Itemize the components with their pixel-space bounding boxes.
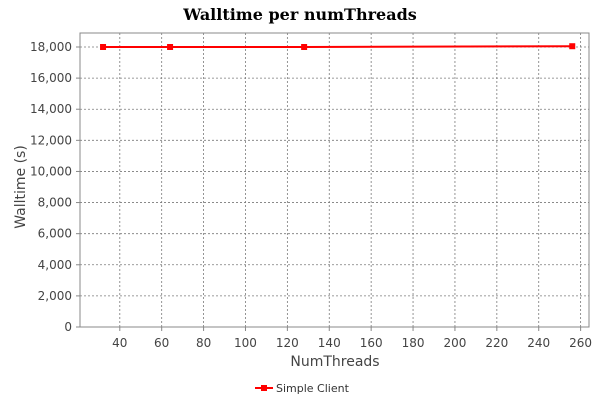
- data-point: [301, 44, 308, 50]
- data-point: [569, 43, 576, 50]
- data-point: [167, 44, 174, 50]
- legend-label: Simple Client: [276, 382, 350, 395]
- x-tick-label: 260: [569, 336, 592, 350]
- x-tick-label: 160: [360, 336, 383, 350]
- y-tick-label: 0: [64, 320, 72, 334]
- y-tick-label: 16,000: [30, 71, 72, 85]
- y-tick-label: 12,000: [30, 133, 72, 147]
- x-tick-label: 140: [318, 336, 341, 350]
- x-tick-label: 80: [196, 336, 211, 350]
- plot-area: [80, 33, 589, 327]
- x-tick-label: 220: [485, 336, 508, 350]
- x-tick-label: 180: [402, 336, 425, 350]
- y-tick-label: 14,000: [30, 102, 72, 116]
- x-tick-label: 200: [443, 336, 466, 350]
- x-tick-label: 120: [276, 336, 299, 350]
- y-tick-label: 2,000: [38, 289, 72, 303]
- y-tick-label: 6,000: [38, 227, 72, 241]
- y-tick-label: 10,000: [30, 164, 72, 178]
- x-tick-label: 240: [527, 336, 550, 350]
- x-tick-label: 40: [112, 336, 127, 350]
- y-axis-label: Walltime (s): [13, 145, 29, 229]
- legend: Simple Client: [255, 382, 350, 395]
- x-tick-label: 60: [154, 336, 169, 350]
- x-tick-label: 100: [234, 336, 257, 350]
- y-tick-label: 18,000: [30, 40, 72, 54]
- plot-border: [79, 32, 590, 328]
- y-tick-label: 4,000: [38, 258, 72, 272]
- data-point: [100, 44, 107, 50]
- x-axis-label: NumThreads: [290, 354, 379, 370]
- y-tick-label: 8,000: [38, 196, 72, 210]
- legend-marker: [261, 385, 267, 391]
- chart-title: Walltime per numThreads: [182, 5, 417, 24]
- series-line: [103, 45, 573, 48]
